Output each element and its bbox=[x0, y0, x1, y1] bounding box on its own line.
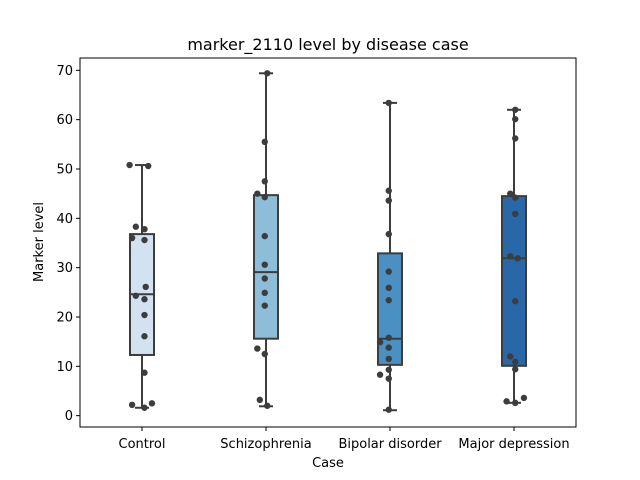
x-tick-label: Bipolar disorder bbox=[338, 437, 442, 452]
data-point bbox=[264, 70, 271, 77]
y-tick-label: 40 bbox=[56, 212, 73, 227]
data-point bbox=[261, 350, 268, 358]
y-tick-label: 10 bbox=[56, 360, 73, 375]
data-point bbox=[385, 344, 392, 351]
box-group-2 bbox=[377, 101, 403, 412]
data-point bbox=[261, 261, 268, 268]
data-point bbox=[261, 178, 268, 185]
data-point bbox=[512, 115, 519, 123]
chart-title: marker_2110 level by disease case bbox=[187, 35, 468, 55]
data-point bbox=[385, 366, 392, 373]
data-point bbox=[256, 396, 263, 404]
data-point bbox=[254, 345, 261, 352]
data-point bbox=[512, 298, 519, 305]
data-point bbox=[128, 401, 136, 409]
data-point bbox=[385, 375, 392, 382]
data-point bbox=[261, 138, 268, 146]
data-point bbox=[512, 366, 519, 373]
data-point bbox=[507, 190, 514, 197]
data-point bbox=[141, 225, 148, 233]
x-tick-label: Control bbox=[119, 437, 166, 452]
y-tick-label: 50 bbox=[56, 162, 73, 177]
data-point bbox=[385, 334, 392, 341]
y-axis-title: Marker level bbox=[32, 202, 47, 282]
data-point bbox=[385, 355, 392, 363]
y-tick-label: 60 bbox=[56, 113, 73, 128]
data-point bbox=[142, 283, 149, 291]
data-point bbox=[264, 402, 271, 409]
y-tick-label: 30 bbox=[56, 261, 73, 276]
data-point bbox=[507, 353, 514, 360]
data-point bbox=[132, 292, 139, 299]
data-point bbox=[126, 161, 133, 169]
data-point bbox=[141, 404, 148, 411]
data-point bbox=[128, 234, 136, 242]
y-tick-label: 0 bbox=[65, 409, 73, 424]
data-point bbox=[148, 400, 156, 407]
data-point bbox=[512, 194, 519, 201]
data-point bbox=[141, 311, 148, 319]
data-point bbox=[254, 190, 261, 197]
data-point bbox=[261, 193, 268, 201]
x-axis-title: Case bbox=[312, 456, 344, 471]
data-point bbox=[512, 399, 519, 407]
data-point bbox=[376, 338, 384, 346]
x-tick-label: Major depression bbox=[458, 437, 569, 452]
data-point bbox=[141, 369, 148, 376]
data-point bbox=[132, 223, 139, 230]
data-point bbox=[514, 255, 521, 262]
data-point bbox=[385, 406, 392, 413]
data-point bbox=[512, 106, 519, 113]
data-point bbox=[385, 197, 392, 204]
data-point bbox=[385, 284, 392, 292]
data-point bbox=[503, 398, 510, 405]
data-point bbox=[512, 358, 519, 366]
y-tick-label: 20 bbox=[56, 310, 73, 325]
data-point bbox=[520, 394, 528, 402]
data-point bbox=[141, 236, 148, 244]
plot-area bbox=[126, 70, 528, 413]
data-point bbox=[376, 371, 384, 378]
data-point bbox=[261, 302, 268, 309]
data-point bbox=[507, 253, 514, 260]
data-point bbox=[261, 232, 268, 240]
y-tick-label: 70 bbox=[56, 64, 73, 79]
data-point bbox=[385, 187, 392, 194]
data-point bbox=[145, 162, 152, 170]
x-tick-label: Schizophrenia bbox=[220, 437, 311, 452]
data-point bbox=[141, 296, 148, 303]
data-point bbox=[261, 289, 268, 297]
data-point bbox=[512, 210, 519, 218]
data-point bbox=[385, 268, 392, 275]
box-iqr bbox=[501, 195, 527, 367]
data-point bbox=[385, 297, 392, 304]
data-point bbox=[385, 230, 392, 238]
data-point bbox=[261, 275, 268, 282]
data-point bbox=[385, 99, 392, 107]
plot-frame bbox=[79, 57, 577, 428]
data-point bbox=[141, 333, 148, 340]
box-group-3 bbox=[501, 108, 527, 404]
data-point bbox=[512, 135, 519, 142]
